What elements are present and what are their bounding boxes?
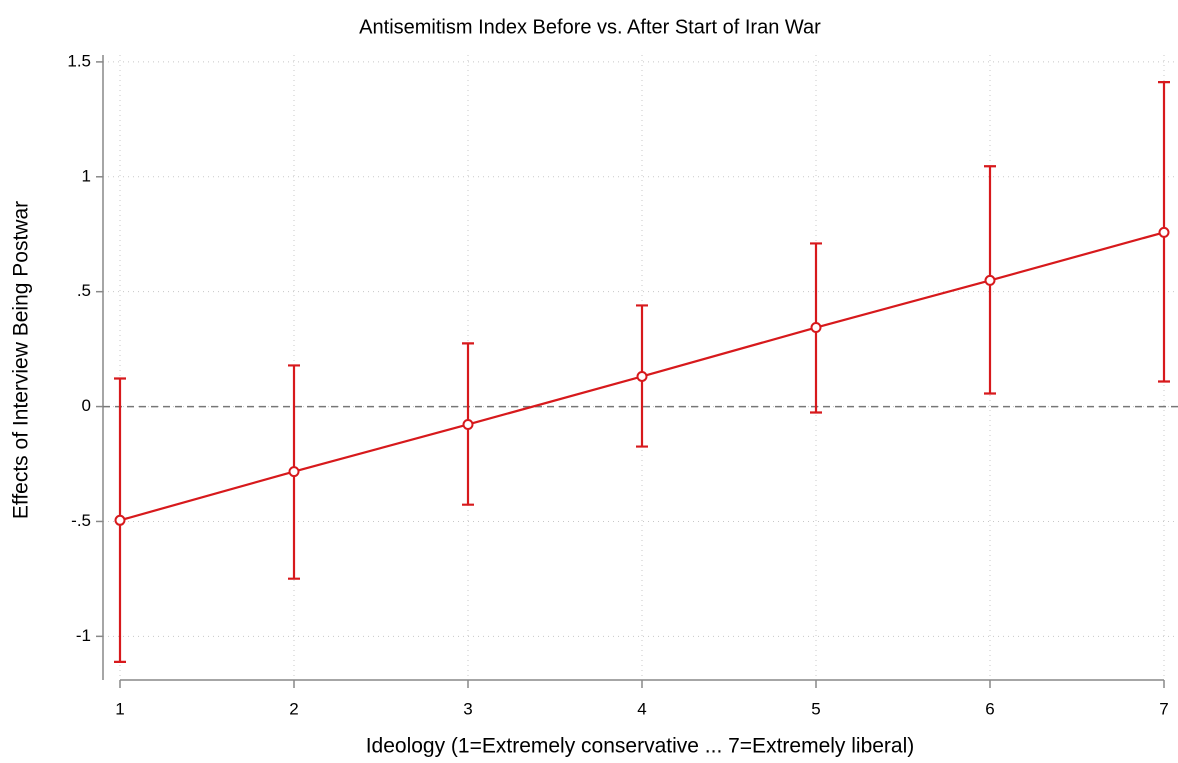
y-axis-label: Effects of Interview Being Postwar	[10, 201, 33, 519]
x-tick-label: 1	[115, 699, 124, 718]
x-tick-label: 2	[289, 699, 298, 718]
point	[462, 418, 474, 430]
point	[288, 466, 300, 478]
y-tick-label: 0	[82, 396, 91, 415]
y-tick-label: 1	[82, 166, 91, 185]
x-tick-label: 4	[637, 699, 646, 718]
y-tick-label: .5	[77, 281, 91, 300]
x-tick-label: 7	[1159, 699, 1168, 718]
chart-title: Antisemitism Index Before vs. After Star…	[359, 16, 821, 38]
point	[1158, 226, 1170, 238]
x-axis-label: Ideology (1=Extremely conservative ... 7…	[366, 735, 915, 758]
y-tick-label: -.5	[71, 511, 91, 530]
x-tick-label: 6	[985, 699, 994, 718]
x-tick-label: 5	[811, 699, 820, 718]
point	[810, 322, 822, 334]
point	[114, 514, 126, 526]
x-tick-label: 3	[463, 699, 472, 718]
y-tick-label: 1.5	[67, 51, 91, 70]
y-tick-label: -1	[76, 626, 91, 645]
point	[636, 370, 648, 382]
point	[984, 274, 996, 286]
